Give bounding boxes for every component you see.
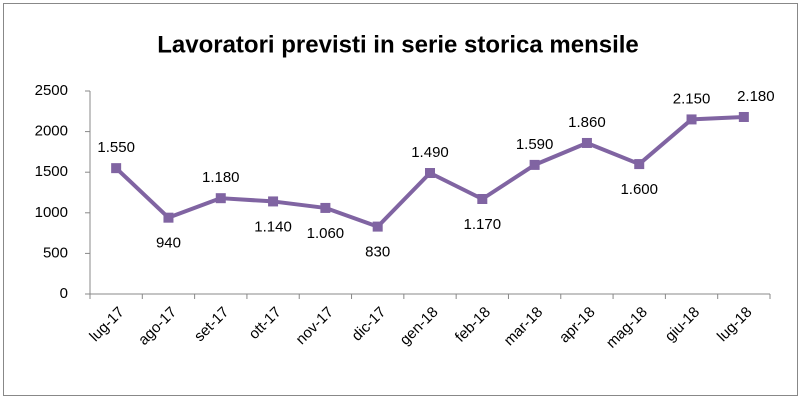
marker xyxy=(738,111,749,122)
value-label: 1.060 xyxy=(307,225,345,242)
y-tick-label: 1000 xyxy=(35,204,68,221)
marker xyxy=(320,202,331,213)
value-label: 1.550 xyxy=(97,139,135,156)
marker xyxy=(581,137,592,148)
value-label: 1.180 xyxy=(202,169,240,186)
y-tick-label: 1500 xyxy=(35,163,68,180)
value-label: 1.600 xyxy=(620,181,658,198)
marker xyxy=(425,168,435,179)
y-tick-label: 2500 xyxy=(35,82,68,99)
value-label: 2.180 xyxy=(737,88,775,105)
marker xyxy=(634,159,645,170)
marker xyxy=(686,114,697,125)
value-label: 1.590 xyxy=(516,136,554,153)
marker xyxy=(111,163,122,174)
marker xyxy=(215,193,226,204)
value-label: 940 xyxy=(156,235,181,252)
value-label: 1.860 xyxy=(568,114,606,131)
chart-title: Lavoratori previsti in serie storica men… xyxy=(157,31,639,58)
chart-border xyxy=(3,3,798,396)
value-label: 2.150 xyxy=(673,90,711,107)
value-label: 1.140 xyxy=(254,218,292,235)
marker xyxy=(372,221,383,232)
marker xyxy=(529,159,540,170)
value-label: 1.490 xyxy=(411,144,449,161)
y-tick-label: 0 xyxy=(60,285,68,302)
marker xyxy=(163,212,174,223)
marker xyxy=(477,193,488,204)
value-label: 1.170 xyxy=(464,216,502,233)
y-tick-label: 500 xyxy=(43,244,68,261)
marker xyxy=(268,196,279,207)
value-label: 830 xyxy=(365,244,390,261)
y-tick-label: 2000 xyxy=(35,123,68,140)
